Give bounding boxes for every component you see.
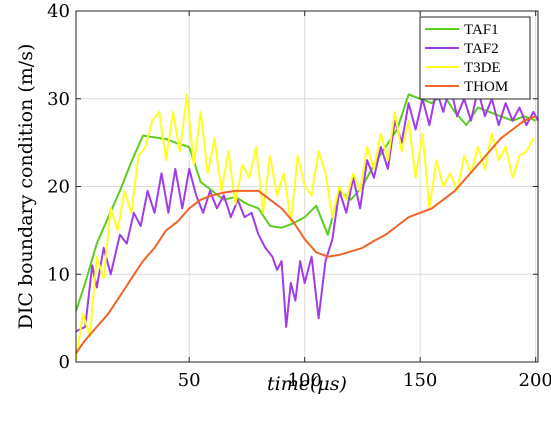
tick-labels: 50 100 150 200 0 10 20 30 40 — [47, 1, 551, 391]
y-tick-label: 10 — [47, 264, 70, 285]
legend-label-taf2: TAF2 — [464, 41, 499, 57]
series-line-t3de — [75, 93, 535, 361]
y-axis-label: DIC boundary condition (m/s) — [15, 44, 37, 330]
legend-label-t3de: T3DE — [464, 60, 501, 76]
y-tick-label: 30 — [47, 89, 70, 110]
x-tick-label: 200 — [519, 370, 551, 391]
legend-label-thom: THOM — [464, 79, 508, 95]
legend: TAF1 TAF2 T3DE THOM — [419, 16, 531, 100]
series-lines — [75, 84, 539, 361]
x-tick-label: 50 — [178, 370, 201, 391]
series-line-taf1 — [75, 93, 537, 312]
x-tick-label: 150 — [403, 370, 437, 391]
x-axis-label: time(μs) — [267, 373, 347, 395]
y-tick-label: 20 — [47, 177, 70, 198]
series-line-thom — [75, 115, 537, 354]
series-line-taf2 — [75, 84, 539, 333]
axis-ticks — [76, 10, 538, 363]
x-tick-label: 100 — [288, 370, 322, 391]
y-tick-label: 40 — [47, 1, 70, 22]
legend-label-taf1: TAF1 — [464, 22, 499, 38]
y-tick-label: 0 — [59, 352, 70, 373]
